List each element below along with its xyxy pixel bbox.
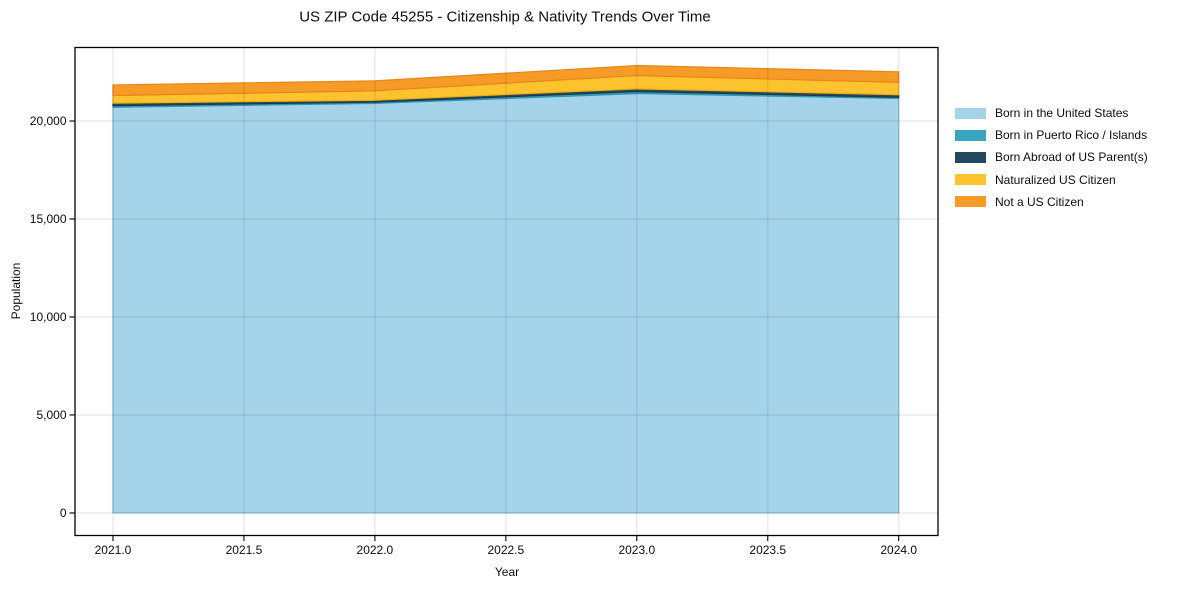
tick-labels-group: 2021.0 2021.5 2022.0 2022.5 2023.0 2023.5 2024… (30, 114, 918, 557)
legend-label: Born Abroad of US Parent(s) (995, 150, 1148, 165)
gridlines-group (75, 47, 938, 536)
x-tick-label: 2021.0 (95, 543, 132, 557)
areas-group (112, 64, 900, 514)
y-axis-label: Population (9, 262, 23, 320)
legend-swatch-puerto-rico (955, 129, 986, 141)
area-not-a-us-citizen (112, 64, 900, 97)
plot-frame (74, 46, 939, 537)
legend-item-puerto-rico: Born in Puerto Rico / Islands (955, 124, 1148, 146)
legend-item-born-in-us: Born in the United States (955, 102, 1148, 124)
y-tick-label: 5,000 (36, 408, 66, 422)
legend-swatch-naturalized (955, 174, 986, 186)
y-tick-label: 10,000 (30, 310, 67, 324)
y-tick-label: 15,000 (30, 212, 67, 226)
legend-item-born-abroad: Born Abroad of US Parent(s) (955, 146, 1148, 168)
legend-label: Not a US Citizen (995, 194, 1084, 209)
legend-item-naturalized: Naturalized US Citizen (955, 169, 1148, 191)
x-tick-label: 2022.0 (357, 543, 394, 557)
ticks-group (69, 120, 900, 541)
y-tick-label: 20,000 (30, 114, 67, 128)
x-tick-label: 2022.5 (487, 543, 524, 557)
legend-swatch-born-abroad (955, 151, 986, 163)
legend-label: Naturalized US Citizen (995, 172, 1116, 187)
x-tick-label: 2023.0 (618, 543, 655, 557)
legend: Born in the United States Born in Puerto… (955, 102, 1148, 213)
legend-swatch-born-in-us (955, 107, 986, 119)
legend-swatch-not-citizen (955, 196, 986, 208)
x-tick-label: 2021.5 (226, 543, 263, 557)
y-tick-label: 0 (60, 506, 67, 520)
legend-item-not-citizen: Not a US Citizen (955, 191, 1148, 213)
legend-label: Born in Puerto Rico / Islands (995, 128, 1148, 143)
x-tick-label: 2024.0 (880, 543, 917, 557)
x-axis-label: Year (494, 565, 520, 579)
legend-label: Born in the United States (995, 106, 1129, 121)
chart-title: US ZIP Code 45255 - Citizenship & Nativi… (299, 8, 711, 26)
x-tick-label: 2023.5 (749, 543, 786, 557)
